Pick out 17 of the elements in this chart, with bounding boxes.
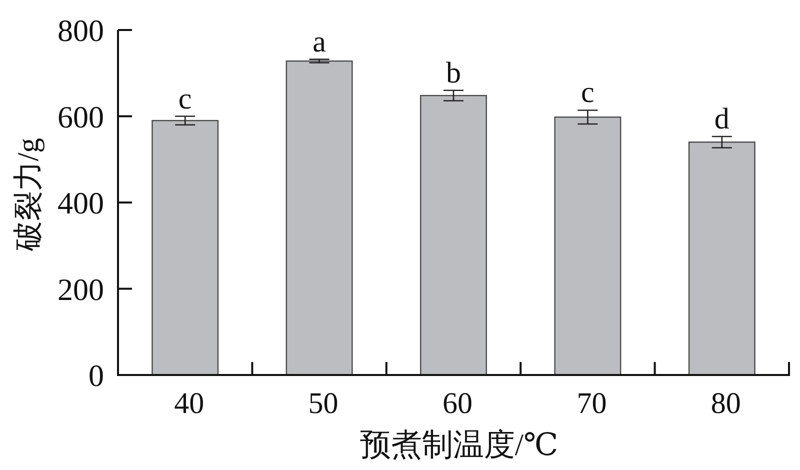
annotation: c bbox=[581, 76, 594, 110]
y-tick-label: 800 bbox=[58, 13, 104, 48]
x-tick-label: 60 bbox=[442, 387, 472, 420]
y-tick-label: 0 bbox=[88, 358, 104, 393]
x-tick-label: 40 bbox=[174, 387, 204, 420]
x-tick-label: 50 bbox=[308, 387, 338, 420]
annotation: b bbox=[446, 56, 461, 90]
y-axis-title: 破裂力/g bbox=[12, 138, 45, 252]
annotation: a bbox=[312, 25, 326, 58]
y-tick-label: 400 bbox=[58, 186, 104, 220]
annotation: c bbox=[178, 82, 192, 116]
x-axis-title: 预煮制温度/℃ bbox=[360, 427, 558, 462]
annotation: d bbox=[714, 102, 730, 136]
y-tick-label: 200 bbox=[58, 272, 104, 307]
y-tick-label: 600 bbox=[58, 99, 104, 134]
x-tick-label: 70 bbox=[576, 387, 607, 420]
x-tick-label: 80 bbox=[710, 387, 741, 420]
